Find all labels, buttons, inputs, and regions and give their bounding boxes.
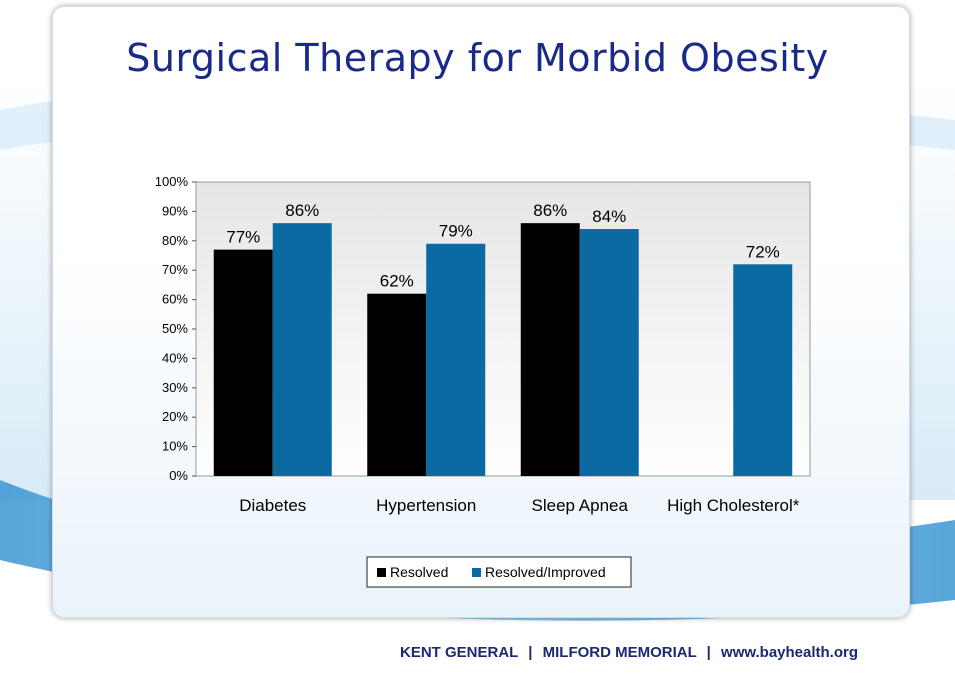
bar-resolved-improved-diabetes <box>272 223 332 476</box>
x-category-label: Sleep Apnea <box>532 496 629 515</box>
footer-separator-2: | <box>706 644 711 661</box>
data-label: 79% <box>439 222 473 241</box>
y-tick-label: 10% <box>162 439 188 454</box>
footer: KENT GENERAL | MILFORD MEMORIAL | www.ba… <box>400 644 870 661</box>
data-label: 77% <box>226 228 260 247</box>
x-category-label: Diabetes <box>239 496 306 515</box>
legend-box <box>366 556 632 588</box>
y-tick-label: 0% <box>169 468 188 483</box>
data-label: 72% <box>746 242 780 261</box>
data-label: 62% <box>380 272 414 291</box>
slide-title: Surgical Therapy for Morbid Obesity <box>126 36 829 80</box>
y-tick-label: 80% <box>162 233 188 248</box>
legend-swatch-resolved <box>377 568 386 577</box>
x-axis: Diabetes Hypertension Sleep Apnea High Chol… <box>239 496 800 515</box>
y-tick-label: 90% <box>162 203 188 218</box>
data-label: 86% <box>533 201 567 220</box>
bars <box>213 223 793 476</box>
bar-resolved-improved-hypertension <box>426 243 486 476</box>
y-tick-label: 100% <box>155 174 189 189</box>
bar-resolved-improved-sleep-apnea <box>579 229 639 476</box>
y-tick-label: 60% <box>162 292 188 307</box>
x-category-label: Hypertension <box>376 496 476 515</box>
bar-resolved-sleep-apnea <box>520 223 580 476</box>
y-tick-label: 20% <box>162 409 188 424</box>
bar-resolved-improved-high-cholesterol <box>733 264 793 476</box>
legend-label-resolved: Resolved <box>390 564 448 580</box>
y-tick-label: 70% <box>162 262 188 277</box>
bar-resolved-hypertension <box>367 293 427 476</box>
footer-website-link[interactable]: www.bayhealth.org <box>721 644 859 661</box>
y-tick-label: 40% <box>162 350 188 365</box>
y-axis: 0% 10% 20% 30% 40% 50% 60% 70% 80% 90% 100% <box>155 174 196 483</box>
legend: Resolved Resolved/Improved <box>366 556 632 588</box>
data-labels: 77% 86% 62% 79% 86% 84% 72% <box>226 201 780 291</box>
footer-hospital-1: KENT GENERAL <box>400 644 519 661</box>
data-label: 84% <box>592 207 626 226</box>
data-label: 86% <box>285 201 319 220</box>
y-tick-label: 30% <box>162 380 188 395</box>
footer-separator-1: | <box>528 644 533 661</box>
y-tick-label: 50% <box>162 321 188 336</box>
x-category-label: High Cholesterol* <box>667 496 800 515</box>
legend-label-resolved-improved: Resolved/Improved <box>485 564 606 580</box>
footer-hospital-2: MILFORD MEMORIAL <box>542 644 697 661</box>
bar-resolved-diabetes <box>213 249 273 476</box>
legend-swatch-resolved-improved <box>472 568 481 577</box>
